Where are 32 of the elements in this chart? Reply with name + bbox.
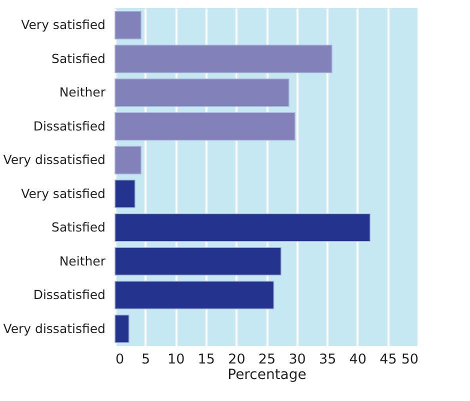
y-tick-label: Dissatisfied [33, 287, 106, 302]
bar [114, 314, 130, 344]
x-tick-label: 30 [288, 352, 306, 368]
bar [114, 112, 296, 141]
bar [114, 10, 142, 40]
x-tick-label: 25 [258, 352, 276, 368]
x-tick-label: 5 [142, 352, 150, 368]
x-tick-label: 50 [401, 352, 418, 368]
x-axis-title: Percentage [228, 367, 306, 383]
y-tick-label: Very dissatisfied [3, 320, 106, 336]
y-tick-label: Very dissatisfied [3, 152, 106, 168]
y-tick-label: Neither [59, 253, 106, 268]
y-tick-label: Satisfied [52, 50, 106, 66]
bar [114, 180, 136, 208]
bar [114, 44, 332, 74]
y-tick-label: Satisfied [52, 220, 106, 235]
bar [114, 247, 282, 276]
y-tick-label: Very satisfied [21, 17, 106, 32]
x-tick-label: 15 [198, 352, 215, 368]
bar [114, 146, 142, 174]
y-tick-label: Dissatisfied [33, 118, 106, 134]
bar [114, 78, 290, 107]
x-tick-label: 40 [349, 352, 366, 368]
y-tick-label: Very satisfied [21, 186, 106, 201]
x-tick-label: 20 [228, 352, 246, 368]
y-tick-label: Neither [59, 84, 106, 100]
x-tick-label: 35 [319, 352, 336, 368]
bar [114, 213, 371, 242]
bar [114, 280, 274, 310]
x-tick-label: 45 [380, 352, 397, 368]
x-tick-label: 0 [116, 352, 124, 368]
x-tick-label: 10 [168, 352, 185, 368]
